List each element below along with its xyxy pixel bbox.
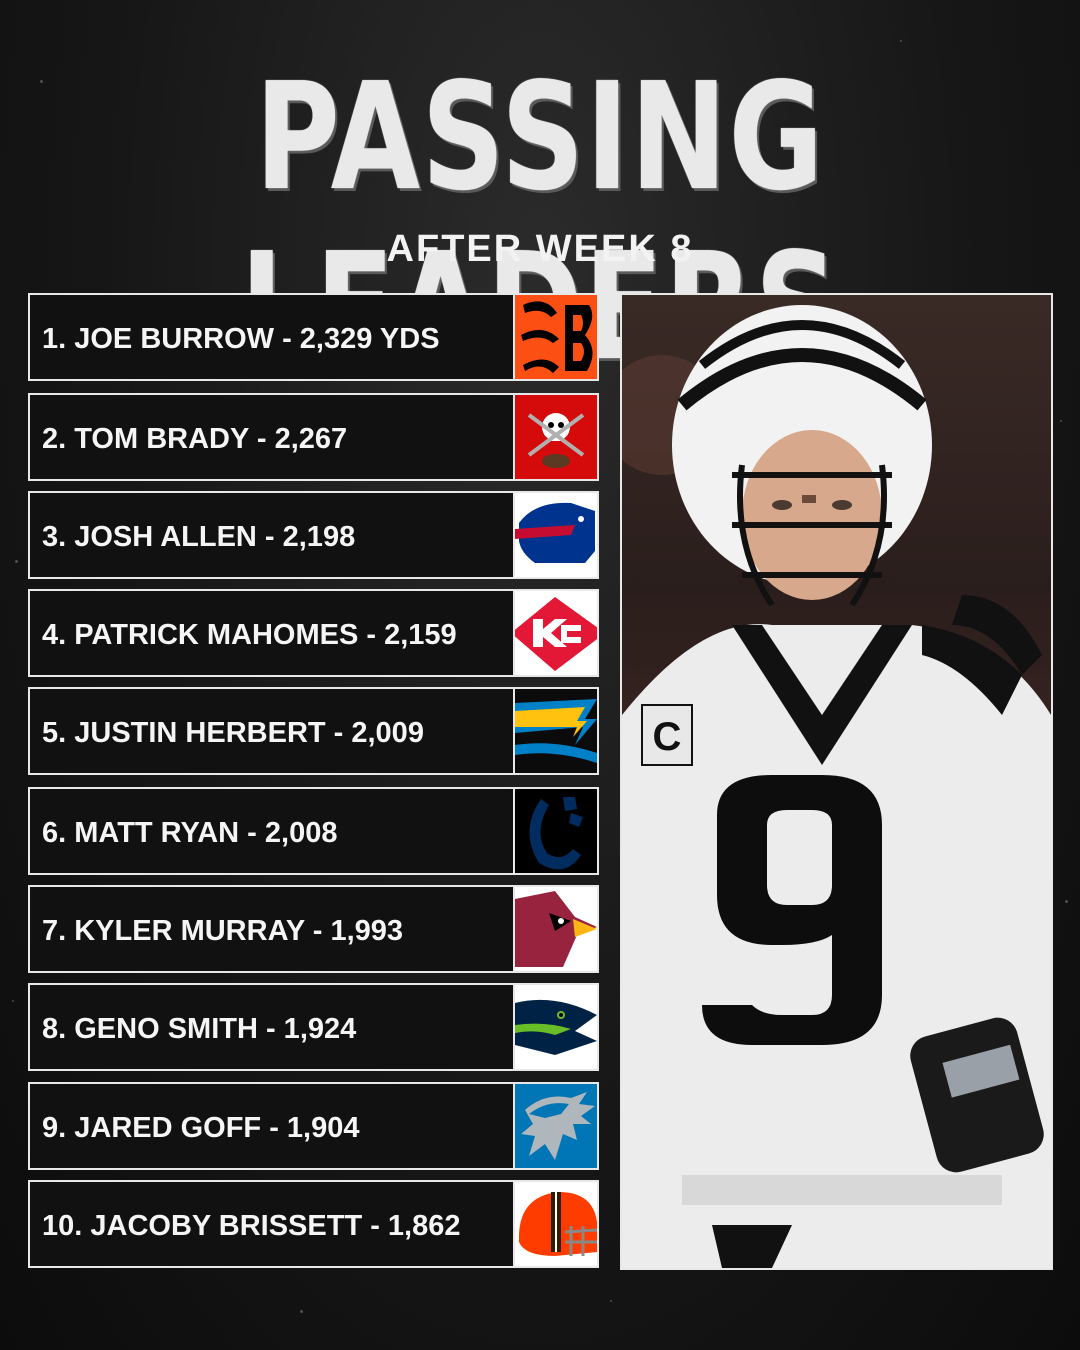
leader-row-2: 2. TOM BRADY - 2,267 [28, 393, 599, 481]
leader-label: 6. MATT RYAN - 2,008 [42, 817, 338, 849]
leader-label: 4. PATRICK MAHOMES - 2,159 [42, 619, 457, 651]
jersey-number [702, 775, 882, 1045]
bills-logo-icon [513, 493, 597, 577]
chargers-logo-icon [513, 689, 597, 773]
leader-label: 9. JARED GOFF - 1,904 [42, 1112, 360, 1144]
page-subtitle: AFTER WEEK 8 [386, 228, 694, 270]
leader-row-1: 1. JOE BURROW - 2,329 YDS [28, 293, 599, 381]
chiefs-logo-icon [513, 591, 597, 675]
leader-row-9: 9. JARED GOFF - 1,904 [28, 1082, 599, 1170]
colts-logo-icon [513, 789, 597, 873]
leader-row-7: 7. KYLER MURRAY - 1,993 [28, 885, 599, 973]
leader-row-10: 10. JACOBY BRISSETT - 1,862 [28, 1180, 599, 1268]
leader-row-3: 3. JOSH ALLEN - 2,198 [28, 491, 599, 579]
leader-label: 10. JACOBY BRISSETT - 1,862 [42, 1210, 461, 1242]
leader-label: 3. JOSH ALLEN - 2,198 [42, 521, 356, 553]
browns-logo-icon [513, 1182, 597, 1266]
bengals-logo-icon [513, 295, 597, 379]
captain-patch: C [653, 715, 682, 759]
leader-label: 2. TOM BRADY - 2,267 [42, 423, 348, 455]
leader-label: 7. KYLER MURRAY - 1,993 [42, 915, 404, 947]
leader-label: 8. GENO SMITH - 1,924 [42, 1013, 357, 1045]
player-photo: C [620, 293, 1053, 1270]
leader-row-6: 6. MATT RYAN - 2,008 [28, 787, 599, 875]
lions-logo-icon [513, 1084, 597, 1168]
leader-row-8: 8. GENO SMITH - 1,924 [28, 983, 599, 1071]
leader-label: 1. JOE BURROW - 2,329 YDS [42, 323, 440, 355]
leader-row-4: 4. PATRICK MAHOMES - 2,159 [28, 589, 599, 677]
seahawks-logo-icon [513, 985, 597, 1069]
buccaneers-logo-icon [513, 395, 597, 479]
leader-row-5: 5. JUSTIN HERBERT - 2,009 [28, 687, 599, 775]
cardinals-logo-icon [513, 887, 597, 971]
leader-label: 5. JUSTIN HERBERT - 2,009 [42, 717, 424, 749]
